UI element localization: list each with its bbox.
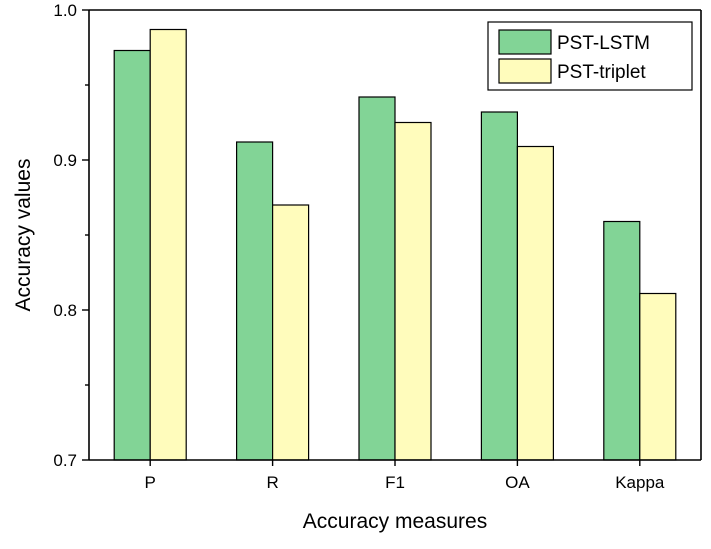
y-ticks-group: 0.7 0.8 0.9 1.0 [53,1,89,470]
bar-pst-lstm-r [236,141,274,461]
y-tick-label: 0.8 [53,301,77,320]
x-tick-label: Kappa [615,473,665,492]
x-tick-label: P [145,473,156,492]
y-tick-label: 0.7 [53,451,77,470]
x-tick-label: R [266,473,278,492]
bar-pst-lstm-f1 [358,96,396,461]
bar-pst-triplet-f1 [394,121,432,461]
bar-pst-triplet-oa [516,145,555,461]
y-tick-label: 1.0 [53,1,77,20]
legend-swatch-pst-triplet [498,58,552,84]
x-tick-label: OA [505,473,530,492]
legend-label-pst-triplet: PST-triplet [557,62,646,83]
legend-label-pst-lstm: PST-LSTM [557,33,650,54]
bar-pst-lstm-oa [480,111,518,461]
y-axis-title: Accuracy values [12,159,35,312]
bar-pst-triplet-p [149,28,187,461]
x-ticks-group: P R F1 OA Kappa [145,460,665,492]
bar-pst-lstm-kappa [603,220,641,461]
x-tick-label: F1 [385,473,405,492]
legend-swatch-pst-lstm [498,29,552,55]
y-tick-label: 0.9 [53,151,77,170]
bar-pst-triplet-r [272,204,310,461]
legend: PST-LSTM PST-triplet [487,21,693,91]
bars-group [113,28,677,461]
bar-pst-triplet-kappa [639,292,677,461]
x-axis-title: Accuracy measures [303,510,487,533]
bar-pst-lstm-p [113,49,151,461]
